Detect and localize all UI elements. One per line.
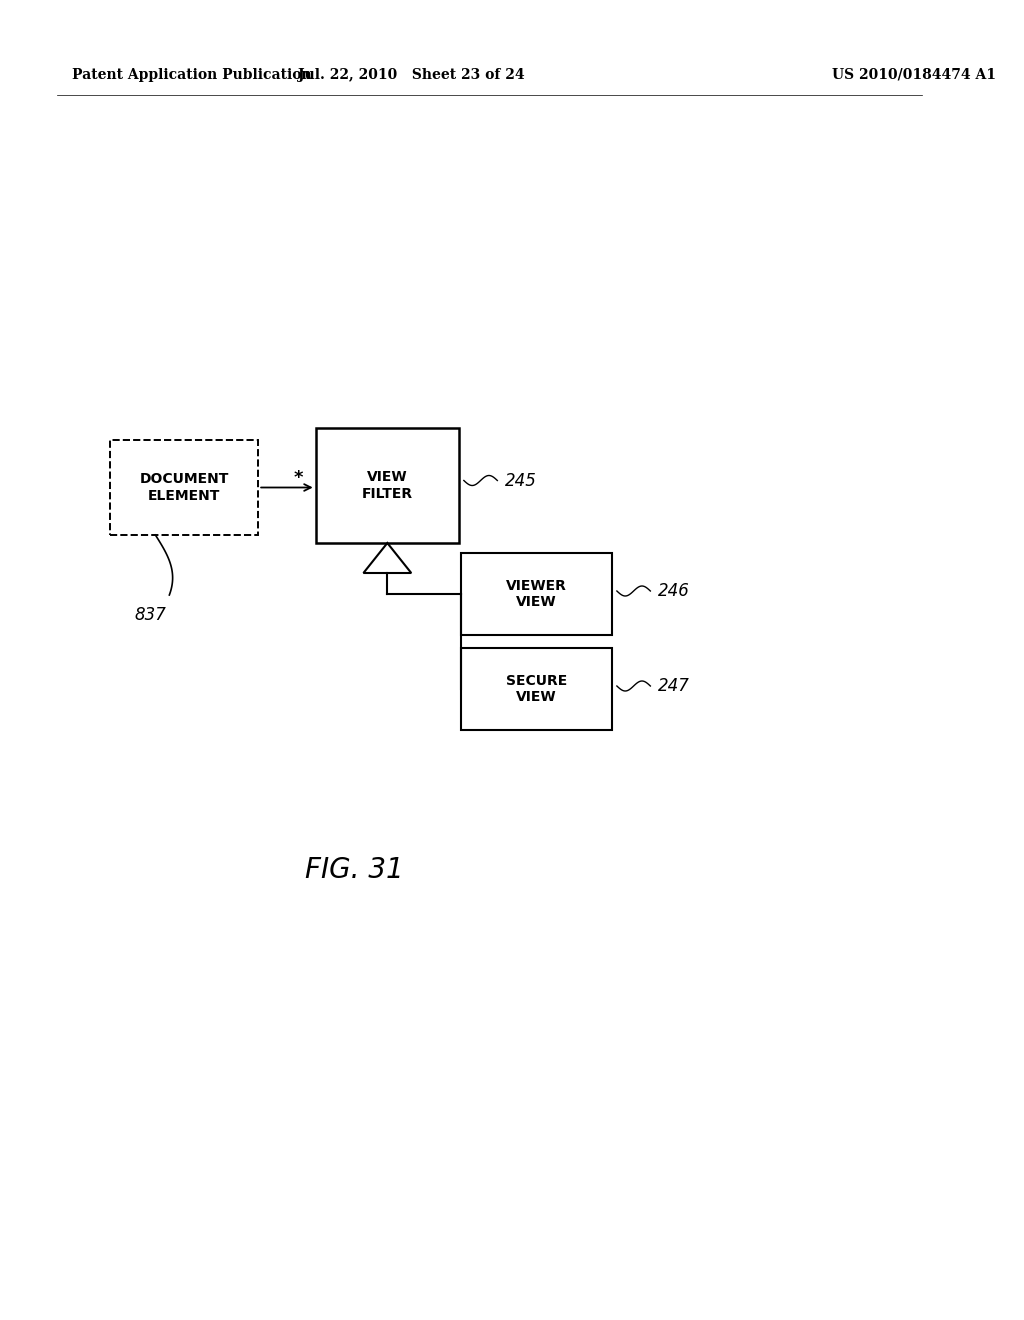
Text: 245: 245	[505, 471, 537, 490]
Text: VIEWER
VIEW: VIEWER VIEW	[506, 579, 567, 609]
Text: US 2010/0184474 A1: US 2010/0184474 A1	[833, 69, 996, 82]
Text: Jul. 22, 2010   Sheet 23 of 24: Jul. 22, 2010 Sheet 23 of 24	[298, 69, 524, 82]
Text: 247: 247	[658, 677, 690, 696]
Bar	[461, 648, 612, 730]
Bar	[315, 428, 459, 543]
Text: *: *	[294, 469, 303, 487]
Text: FIG. 31: FIG. 31	[304, 855, 403, 884]
Text: SECURE
VIEW: SECURE VIEW	[506, 675, 567, 704]
Text: Patent Application Publication: Patent Application Publication	[72, 69, 311, 82]
Bar	[110, 440, 258, 535]
Text: VIEW
FILTER: VIEW FILTER	[361, 470, 413, 500]
Text: DOCUMENT
ELEMENT: DOCUMENT ELEMENT	[139, 473, 228, 503]
Text: 246: 246	[658, 582, 690, 601]
Text: 837: 837	[135, 606, 167, 624]
Bar	[461, 553, 612, 635]
